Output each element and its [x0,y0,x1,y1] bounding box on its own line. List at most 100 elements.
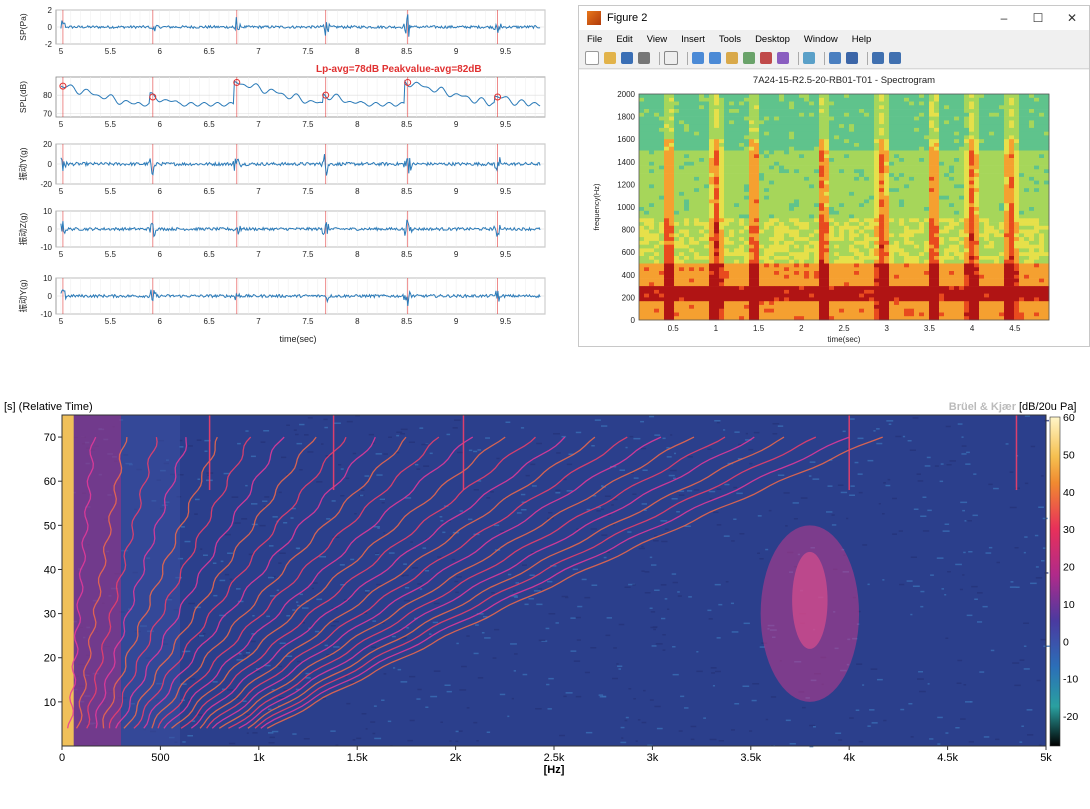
brush-icon[interactable] [777,52,789,64]
print-icon[interactable] [638,52,650,64]
heat-cell [649,275,654,279]
heat-cell [964,132,969,136]
heat-cell [1044,294,1049,298]
colorbar-icon[interactable] [829,52,841,64]
menu-help[interactable]: Help [852,34,872,45]
heat-cell [729,102,734,106]
heat-cell [989,181,994,185]
heat-cell [759,230,764,234]
heat-cell [889,128,894,132]
x-tick-label: 5 [59,250,64,259]
heat-cell [904,181,909,185]
minimize-button[interactable]: – [987,11,1021,25]
maximize-button[interactable]: ☐ [1021,11,1055,25]
heat-cell [714,143,719,147]
heat-cell [879,196,884,200]
heat-cell [639,200,644,204]
heat-cell [769,120,774,124]
heat-cell [884,233,889,237]
heat-cell [854,173,859,177]
heat-cell [679,105,684,109]
heat-cell [964,211,969,215]
heat-cell [1039,105,1044,109]
heat-cell [1004,147,1009,151]
heat-cell [734,290,739,294]
heat-cell [939,237,944,241]
heat-cell [659,128,664,132]
heat-cell [674,113,679,117]
heat-cell [809,162,814,166]
heat-cell [819,294,824,298]
menu-view[interactable]: View [647,34,667,45]
menu-edit[interactable]: Edit [616,34,632,45]
heat-cell [969,139,974,143]
menu-file[interactable]: File [587,34,602,45]
heat-cell [709,226,714,230]
heat-cell [809,124,814,128]
menu-tools[interactable]: Tools [719,34,741,45]
menu-window[interactable]: Window [804,34,838,45]
heat-cell [694,264,699,268]
heat-cell [749,173,754,177]
new-figure-icon[interactable] [585,51,599,65]
heat-cell [864,215,869,219]
heat-cell [904,275,909,279]
zoom-out-icon[interactable] [709,52,721,64]
legend-icon[interactable] [846,52,858,64]
heat-cell [909,275,914,279]
heat-cell [764,132,769,136]
heat-cell [679,169,684,173]
heat-cell [779,203,784,207]
heat-cell [764,98,769,102]
heat-cell [984,169,989,173]
heat-cell [1019,241,1024,245]
heat-cell [999,279,1004,283]
heat-cell [789,241,794,245]
heat-cell [904,98,909,102]
hide-plot-tools-icon[interactable] [872,52,884,64]
heat-cell [699,256,704,260]
heat-cell [804,188,809,192]
matlab-icon [587,11,601,25]
rotate-icon[interactable] [743,52,755,64]
heat-cell [799,222,804,226]
heat-cell [929,117,934,121]
heat-cell [654,184,659,188]
data-cursor-icon[interactable] [760,52,772,64]
save-icon[interactable] [621,52,633,64]
heat-cell [664,154,669,158]
heat-cell [729,128,734,132]
show-plot-tools-icon[interactable] [889,52,901,64]
heat-cell [674,181,679,185]
heat-cell [884,275,889,279]
link-icon[interactable] [803,52,815,64]
heat-cell [989,279,994,283]
zoom-in-icon[interactable] [692,52,704,64]
heat-cell [739,241,744,245]
heat-cell [814,286,819,290]
heat-cell [879,264,884,268]
heat-cell [754,162,759,166]
heat-cell [734,98,739,102]
heat-cell [959,143,964,147]
menu-insert[interactable]: Insert [681,34,705,45]
close-button[interactable]: ✕ [1055,11,1089,25]
heat-cell [854,241,859,245]
heat-cell [649,207,654,211]
heat-cell [679,158,684,162]
pan-icon[interactable] [726,52,738,64]
menu-desktop[interactable]: Desktop [755,34,790,45]
open-file-icon[interactable] [604,52,616,64]
heat-cell [714,203,719,207]
heat-cell [934,98,939,102]
heat-cell [824,143,829,147]
pointer-icon[interactable] [664,51,678,65]
heat-cell [899,173,904,177]
heat-cell [979,132,984,136]
heat-cell [679,109,684,113]
heat-cell [659,301,664,305]
heat-cell [734,200,739,204]
heat-cell [719,267,724,271]
heat-cell [764,109,769,113]
heat-cell [779,226,784,230]
